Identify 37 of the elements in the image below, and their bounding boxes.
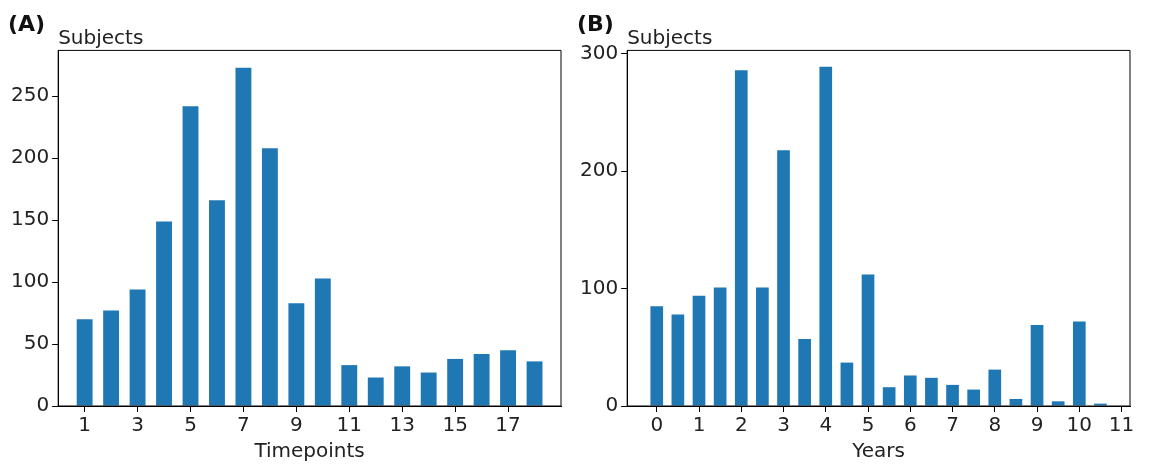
x-tick-label: 13 (389, 412, 415, 437)
x-tick-label: 11 (1108, 412, 1135, 437)
y-tick-label: 0 (36, 392, 50, 417)
y-tick-label: 100 (579, 274, 619, 299)
x-tick-label: 0 (650, 412, 664, 437)
x-tick-label: 6 (903, 412, 917, 437)
y-tick-label: 200 (10, 144, 50, 169)
x-tick-label: 17 (495, 412, 521, 437)
x-tick-label: 3 (777, 412, 790, 437)
x-tick-label: 7 (946, 412, 959, 437)
x-tick-label: 8 (988, 412, 1002, 437)
x-tick-label: 1 (692, 412, 706, 437)
chart-title: (B) (577, 10, 614, 36)
y-tick-label: 300 (579, 40, 619, 65)
x-tick-label: 4 (819, 412, 833, 437)
y-axis-title: Subjects (627, 24, 713, 49)
x-tick-label: 5 (184, 412, 197, 437)
x-tick-label: 7 (237, 412, 250, 437)
y-tick-label: 50 (23, 330, 50, 355)
x-tick-label: 2 (734, 412, 748, 437)
x-tick-label: 1 (78, 412, 92, 437)
x-tick-label: 10 (1066, 412, 1093, 437)
x-tick-label: 9 (289, 412, 303, 437)
y-axis-title: Subjects (58, 24, 144, 49)
x-tick-label: 3 (131, 412, 144, 437)
y-tick-label: 200 (579, 157, 619, 182)
y-tick-label: 0 (605, 392, 619, 417)
x-axis-title: Years (851, 438, 905, 463)
y-tick-label: 250 (10, 82, 50, 107)
y-tick-label: 100 (10, 268, 50, 293)
x-tick-label: 11 (336, 412, 363, 437)
x-tick-label: 5 (861, 412, 875, 437)
x-tick-label: 9 (1030, 412, 1044, 437)
chart-title: (A) (8, 10, 46, 36)
x-tick-label: 15 (442, 412, 468, 437)
x-axis-title: Timepoints (253, 438, 365, 463)
y-tick-label: 150 (10, 206, 50, 231)
